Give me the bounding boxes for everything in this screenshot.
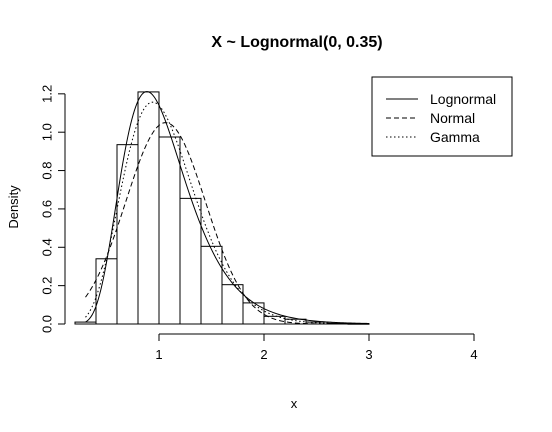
y-axis-label: Density — [6, 185, 21, 229]
histogram-bar-4 — [137, 91, 160, 325]
chart-title: X ~ Lognormal(0, 0.35) — [211, 34, 382, 51]
lognormal-curve — [85, 91, 370, 324]
histogram-bar-5 — [158, 136, 181, 325]
histogram-bar-3 — [116, 144, 139, 325]
legend-box — [371, 76, 513, 157]
x-tick-label: 1 — [155, 347, 162, 362]
histogram-bar-1 — [74, 321, 97, 325]
y-axis: 0.0 0.2 0.4 0.6 0.8 1.0 1.2 — [39, 85, 66, 333]
normal-curve — [85, 122, 369, 325]
legend: Lognormal Normal Gamma — [371, 76, 513, 157]
x-tick-label: 2 — [260, 347, 267, 362]
y-tick-label: 0.0 — [39, 315, 54, 333]
legend-label-lognormal: Lognormal — [430, 91, 496, 107]
y-tick-label: 0.4 — [39, 238, 54, 256]
y-tick-label: 0.2 — [39, 277, 54, 295]
x-tick-label: 4 — [470, 347, 477, 362]
x-axis: 1 2 3 4 — [155, 333, 478, 362]
histogram-bar-2 — [95, 258, 118, 325]
x-tick-label: 3 — [365, 347, 372, 362]
y-tick-label: 0.8 — [39, 162, 54, 180]
y-tick-label: 1.0 — [39, 123, 54, 141]
x-axis-label: x — [291, 396, 298, 411]
histogram-bar-8 — [221, 284, 244, 325]
y-tick-label: 1.2 — [39, 85, 54, 103]
legend-label-normal: Normal — [430, 110, 475, 126]
density-curves — [85, 91, 370, 325]
y-tick-label: 0.6 — [39, 200, 54, 218]
histogram-bars — [74, 91, 370, 325]
legend-label-gamma: Gamma — [430, 129, 480, 145]
histogram-bar-10 — [263, 315, 286, 325]
